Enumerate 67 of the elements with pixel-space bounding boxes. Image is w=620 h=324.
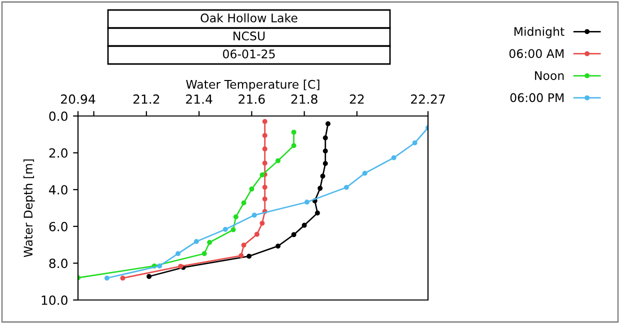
x-tick-label: 22.27 <box>411 94 445 104</box>
point <box>314 210 320 216</box>
point <box>178 264 184 269</box>
text: 06-01-25 <box>222 49 275 58</box>
y-tick-label: 8.0 <box>49 258 68 268</box>
x-tick-label: 20.94 <box>61 94 96 104</box>
point <box>252 212 257 218</box>
point <box>344 184 349 190</box>
x-tick-label: 22 <box>350 94 364 104</box>
point <box>233 214 238 220</box>
y-tick-label: 2.0 <box>49 148 68 158</box>
point <box>262 196 268 202</box>
point <box>260 172 265 178</box>
point <box>291 130 296 135</box>
point <box>157 263 162 268</box>
point <box>412 140 418 146</box>
chart-subtitle: NCSU <box>234 31 265 40</box>
point <box>326 121 330 126</box>
legend-label: Noon <box>535 71 564 80</box>
point <box>222 226 228 232</box>
point <box>104 276 110 281</box>
point <box>322 160 328 166</box>
point <box>391 155 396 160</box>
point <box>146 274 152 279</box>
point <box>362 170 368 176</box>
point <box>318 186 323 191</box>
point <box>276 244 280 249</box>
x-tick-label: 21.4 <box>186 94 212 104</box>
y-axis-title: Water Depth [m] <box>23 159 35 258</box>
point <box>230 227 236 232</box>
point <box>260 220 265 226</box>
point <box>249 186 254 192</box>
point <box>241 200 246 206</box>
point <box>238 253 244 258</box>
point <box>304 200 310 205</box>
point <box>241 242 246 248</box>
point <box>262 160 268 166</box>
chart-title: Oak Hollow Lake <box>200 13 298 22</box>
point <box>202 251 207 256</box>
point <box>262 184 268 190</box>
legend-label: Midnight <box>514 26 564 38</box>
point <box>254 232 260 237</box>
y-tick-label: 6.0 <box>49 222 68 232</box>
y-tick-label: 0.0 <box>49 111 68 121</box>
x-axis-title: Water Temperature [C] <box>186 80 320 92</box>
point <box>276 158 280 164</box>
point <box>291 232 296 238</box>
point <box>291 143 296 148</box>
point <box>302 222 307 228</box>
point <box>322 148 328 154</box>
point <box>320 174 326 179</box>
y-tick-label: 4.0 <box>49 185 68 195</box>
point <box>176 251 180 256</box>
legend-label: 06:00 PM <box>510 93 564 102</box>
point <box>194 238 199 244</box>
point <box>207 240 212 245</box>
point <box>322 135 328 140</box>
point <box>262 119 268 124</box>
point <box>262 133 268 138</box>
point <box>246 254 252 259</box>
x-tick-label: 21.2 <box>133 94 160 104</box>
x-tick-label: 21.8 <box>291 94 318 104</box>
x-tick-label: 21.6 <box>238 94 265 104</box>
point <box>262 146 268 152</box>
point <box>120 276 126 281</box>
legend-label: 06:00 AM <box>509 49 564 58</box>
y-tick-label: 10.0 <box>42 295 68 305</box>
